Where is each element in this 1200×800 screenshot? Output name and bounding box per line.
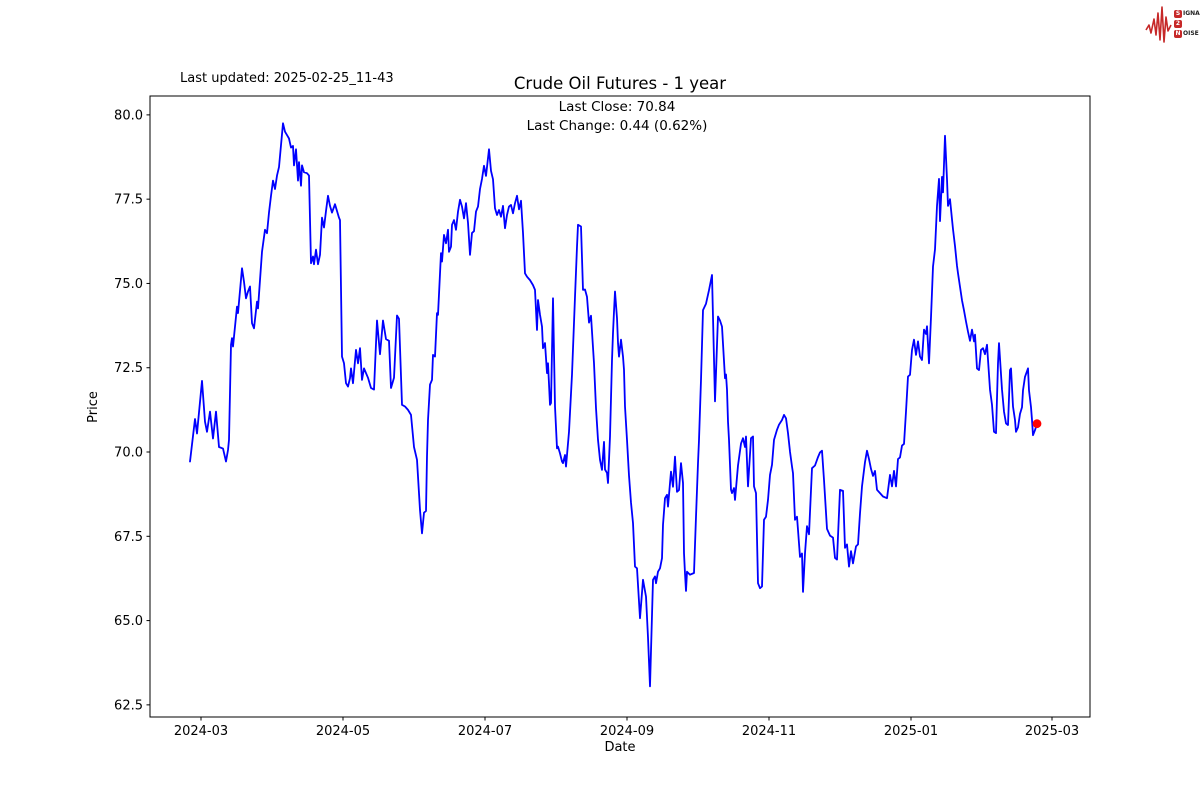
y-tick-label-5: 67.5 [114, 530, 143, 545]
x-tick-label-3: 2024-09 [600, 724, 654, 739]
annotation-last-close: Last Close: 70.84 [559, 99, 676, 115]
x-tick-label-0: 2024-03 [174, 724, 228, 739]
logo-letter-2: 2 [1174, 20, 1182, 28]
x-tick-label-4: 2024-11 [742, 724, 796, 739]
logo-letter-s: S [1174, 10, 1182, 18]
y-tick-label-0: 80.0 [114, 108, 143, 123]
signal2noise-logo: S IGNAL 2 N OISE [1145, 4, 1200, 44]
logo-waveform-line [1145, 6, 1172, 43]
last-updated-label: Last updated: 2025-02-25_11-43 [180, 71, 394, 86]
x-tick-label-1: 2024-05 [316, 724, 370, 739]
logo-text-ignal: IGNAL [1183, 10, 1200, 17]
annotation-last-change: Last Change: 0.44 (0.62%) [527, 118, 708, 134]
logo-text-oise: OISE [1183, 30, 1199, 37]
logo-waveform-icon [1145, 6, 1172, 43]
y-tick-label-3: 72.5 [114, 361, 143, 376]
price-line [189, 122, 1038, 688]
y-tick-label-6: 65.0 [114, 614, 143, 629]
chart-title: Crude Oil Futures - 1 year [514, 74, 726, 93]
y-tick-label-2: 75.0 [114, 277, 143, 292]
plot-border [149, 95, 1091, 718]
logo-text: S IGNAL 2 N OISE [1174, 9, 1200, 39]
last-point-dot [1032, 419, 1042, 429]
x-tick-label-2: 2024-07 [458, 724, 512, 739]
y-tick-label-1: 77.5 [114, 193, 143, 208]
y-axis-label: Price [86, 391, 101, 423]
x-axis-label: Date [604, 740, 635, 755]
x-tick-label-5: 2025-01 [884, 724, 938, 739]
x-tick-label-6: 2025-03 [1025, 724, 1079, 739]
y-tick-label-7: 62.5 [114, 698, 143, 713]
logo-letter-n: N [1174, 30, 1182, 38]
y-tick-label-4: 70.0 [114, 446, 143, 461]
